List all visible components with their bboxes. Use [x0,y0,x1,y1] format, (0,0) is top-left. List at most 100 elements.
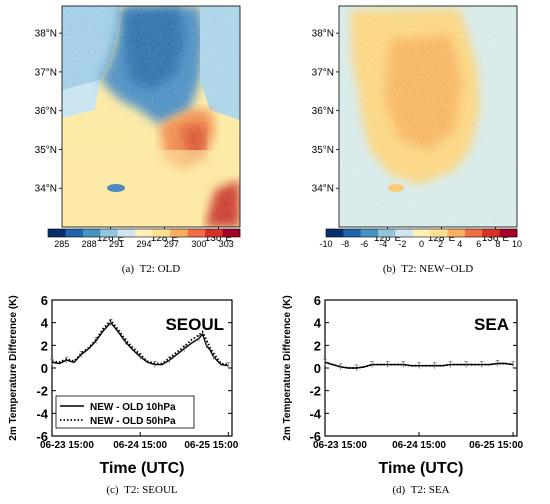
map-b-colorbar-label-7: 4 [457,239,462,249]
sea-series-dotted [324,361,514,369]
sea-ytick-label-1: -4 [309,406,321,421]
map-a-colorbar-label-4: 297 [164,239,179,249]
map-b-lat-label-4: 34°N [312,184,334,195]
map-a-colorbar-swatch-0 [48,229,66,237]
caption-a-tag: (a) [122,263,135,275]
sea-ytick-label-4: 2 [314,338,321,353]
panel-c-chart: -6 -4 -2 0 2 4 6 06-23 15:00 06-24 15:00 06-25 15… [8,293,239,496]
map-b-colorbar-swatch-10 [499,229,518,237]
map-b-colorbar-swatch-6 [430,229,448,237]
map-a-lat-label-1: 37°N [35,67,57,78]
map-b-colorbar-label-1: -8 [341,239,349,249]
map-a-colorbar-label-6: 303 [219,239,234,249]
caption-d: (d) T2: SEA [392,484,449,496]
map-a-lat-label-2: 36°N [35,106,57,117]
map-a-colorbar-label-5: 300 [191,239,206,249]
caption-b: (b) T2: NEW−OLD [383,263,473,275]
map-b-lon-label-0: 126°E [374,233,402,244]
map-a-colorbar-label-0: 285 [54,239,69,249]
map-a-colorbar-label-3: 294 [136,239,151,249]
panel-d-xlabel: Time (UTC) [378,460,463,477]
caption-c-tag: (c) [106,484,119,496]
map-b-colorbar-swatch-3 [378,229,396,237]
caption-b-tag: (b) [383,263,396,275]
map-b-colorbar-label-5: 0 [419,239,424,249]
map-a-lat-label-4: 34°N [35,184,57,195]
map-b-colorbar-label-9: 8 [495,239,500,249]
panel-c-legend: NEW - OLD 10hPa NEW - OLD 50hPa [55,395,195,429]
legend-label-50hpa: NEW - OLD 50hPa [90,416,176,427]
map-a-lat-label-3: 35°N [35,145,57,156]
map-b-colorbar-label-6: 2 [438,239,443,249]
sea-ytick-label-5: 4 [314,316,322,331]
map-b-colorbar-swatch-5 [412,229,431,237]
caption-c: (c) T2: SEOUL [106,484,178,496]
seoul-xtick-label-2: 06-25 15:00 [184,440,238,451]
seoul-series-dotted [51,319,229,366]
map-b-colorbar-label-3: -4 [379,239,387,249]
map-a-colorbar-swatch-6 [152,229,171,237]
map-a-colorbar-swatch-7 [170,229,188,237]
legend-label-10hpa: NEW - OLD 10hPa [90,402,176,413]
map-b-colorbar-swatch-1 [343,229,362,237]
map-a-lon-label-0: 126°E [97,233,125,244]
seoul-ytick-label-2: -2 [36,384,48,399]
map-b-colorbar-swatch-0 [326,229,344,237]
map-b-colorbar-swatch-9 [482,229,500,237]
sea-ytick-label-2: -2 [309,384,321,399]
seoul-ytick-label-5: 4 [41,316,49,331]
map-b-colorbar-frame [325,228,518,238]
seoul-ytick-label-0: -6 [36,429,48,444]
panel-d-station: SEA [474,315,509,334]
caption-c-text: T2: SEOUL [124,484,178,496]
sea-ytick-label-6: 6 [314,293,321,308]
seoul-xtick-label-0: 06-23 15:00 [40,440,94,451]
caption-b-text: T2: NEW−OLD [401,263,473,275]
map-b-lat-label-2: 36°N [312,106,334,117]
map-b-colorbar-label-8: 6 [476,239,481,249]
panel-d-chart: -6 -4 -2 0 2 4 6 06-23 15:00 06-24 15:00 06-25 15… [282,293,524,496]
seoul-ytick-label-3: 0 [41,361,48,376]
map-a-lat-label-0: 38°N [35,29,57,40]
seoul-xtick-label-1: 06-24 15:00 [113,440,167,451]
sea-xtick-label-1: 06-24 15:00 [392,440,446,451]
map-b-colorbar-label-4: -2 [398,239,406,249]
map-a-colorbar-swatch-4 [117,229,136,237]
map-a-colorbar-swatch-9 [205,229,223,237]
map-a-colorbar-swatch-8 [187,229,206,237]
map-a-colorbar-swatch-10 [222,229,241,237]
legend-box [55,395,195,429]
map-b-colorbar-swatch-7 [447,229,466,237]
map-b-lon-label-2: 130°E [482,233,510,244]
map-b-colorbar-swatch-2 [360,229,379,237]
map-b-colorbar-label-2: -6 [360,239,368,249]
panel-c-station: SEOUL [165,315,224,334]
map-b-lon-label-1: 128°E [428,233,456,244]
map-a-colorbar-swatch-3 [100,229,119,237]
map-b-colorbar-label-10: 10 [512,239,522,249]
sea-xtick-label-2: 06-25 15:00 [469,440,523,451]
map-a-colorbar-swatch-2 [82,229,101,237]
map-a-colorbar-swatch-1 [65,229,84,237]
panel-d-ylabel: 2m Temperature Difference (K) [282,295,293,440]
caption-d-text: T2: SEA [411,484,450,496]
map-a-colorbar-frame [47,228,241,238]
sea-ytick-label-3: 0 [314,361,321,376]
panel-c-xlabel: Time (UTC) [99,460,184,477]
map-b-colorbar-label-0: -10 [319,239,332,249]
map-a-lon-label-2: 130°E [205,233,233,244]
map-b-lat-label-3: 35°N [312,145,334,156]
map-a-lon-label-1: 128°E [151,233,179,244]
sea-ytick-label-0: -6 [309,429,321,444]
caption-d-tag: (d) [392,484,405,496]
map-a-colorbar-swatch-5 [135,229,154,237]
seoul-ytick-label-6: 6 [41,293,48,308]
caption-a: (a) T2: OLD [122,263,180,275]
sea-xtick-label-0: 06-23 15:00 [313,440,367,451]
map-b-lat-label-0: 38°N [312,29,334,40]
map-a-colorbar-label-2: 291 [109,239,124,249]
map-b-colorbar-swatch-4 [395,229,414,237]
seoul-ytick-label-4: 2 [41,338,48,353]
